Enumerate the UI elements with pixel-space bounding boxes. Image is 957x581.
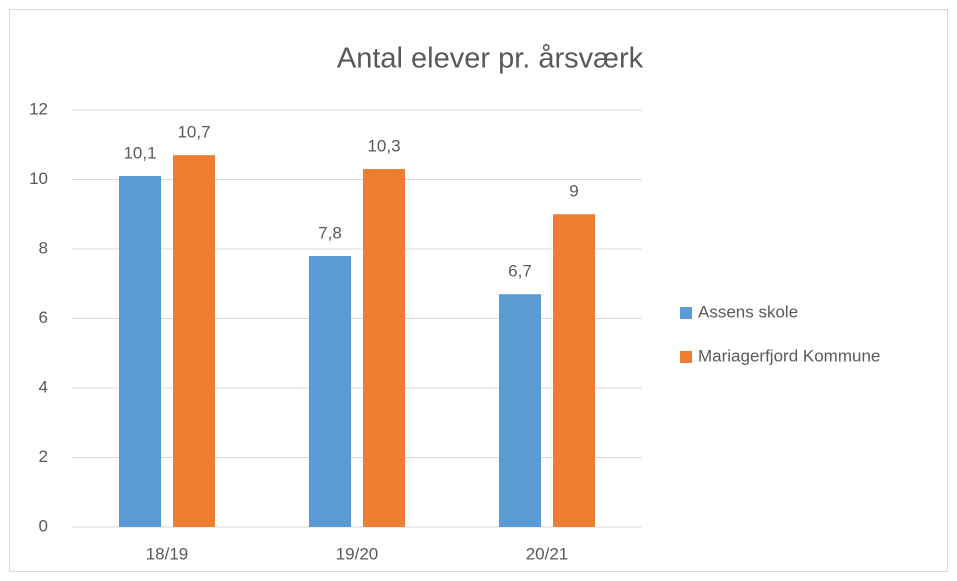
data-label: 6,7	[508, 262, 532, 281]
y-tick-label: 0	[39, 516, 48, 535]
data-label: 10,3	[367, 137, 400, 156]
bar	[173, 155, 215, 528]
data-label: 7,8	[318, 223, 342, 242]
y-tick-label: 6	[39, 308, 48, 327]
bar	[119, 176, 161, 527]
x-tick-label: 18/19	[146, 544, 189, 563]
x-tick-label: 20/21	[526, 544, 569, 563]
data-label: 10,1	[123, 144, 156, 163]
legend-label: Mariagerfjord Kommune	[698, 346, 880, 365]
y-tick-label: 12	[29, 99, 48, 118]
y-tick-label: 4	[39, 377, 48, 396]
data-label: 10,7	[177, 123, 210, 142]
legend-marker	[680, 307, 692, 319]
bar	[553, 214, 595, 527]
chart-title: Antal elever pr. årsværk	[337, 43, 644, 75]
bar	[499, 294, 541, 527]
x-tick-label: 19/20	[336, 544, 379, 563]
chart-border	[9, 9, 948, 572]
y-tick-label: 10	[29, 169, 48, 188]
data-label: 9	[569, 182, 578, 201]
y-tick-label: 2	[39, 447, 48, 466]
legend-label: Assens skole	[698, 302, 798, 321]
legend-marker	[680, 351, 692, 363]
bar	[309, 255, 351, 527]
bar	[363, 169, 405, 527]
y-tick-label: 8	[39, 238, 48, 257]
